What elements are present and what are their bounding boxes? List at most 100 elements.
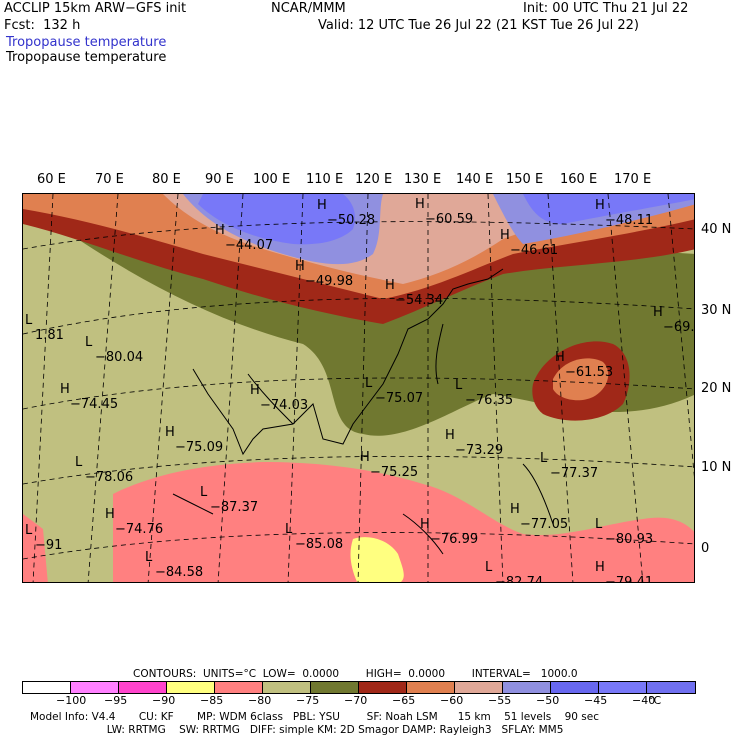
colorbar-swatch <box>407 682 455 693</box>
marker-value: −74.45 <box>70 397 118 412</box>
marker-type: L <box>540 451 548 466</box>
marker-type: L <box>595 517 603 532</box>
lon-label: 140 E <box>456 172 494 187</box>
marker-type: L <box>25 523 33 538</box>
colorbar-swatch <box>71 682 119 693</box>
marker-value: −60.59 <box>425 212 473 227</box>
marker-type: L <box>25 313 33 328</box>
pressure-extreme-marker: H−48.11 <box>595 198 653 228</box>
marker-value: −77.05 <box>520 517 568 532</box>
colorbar-swatch <box>167 682 215 693</box>
marker-value: −61.53 <box>565 365 613 380</box>
band-minus75-patch <box>23 284 275 444</box>
marker-value: −87.37 <box>210 500 258 515</box>
band-minus80-west <box>23 514 48 582</box>
marker-type: H <box>360 450 370 465</box>
pressure-extreme-marker: L−87.37 <box>200 485 258 515</box>
marker-type: L <box>200 485 208 500</box>
lat-label: 10 N <box>701 460 732 475</box>
marker-value: −48.11 <box>605 213 653 228</box>
pressure-extreme-marker: H−79.41 <box>595 560 653 582</box>
marker-value: −82.74 <box>495 575 543 583</box>
pressure-extreme-marker: L−82.74 <box>485 560 543 583</box>
colorbar-label: −95 <box>104 694 128 707</box>
pressure-extreme-marker: H−50.28 <box>317 198 375 228</box>
marker-type: L <box>75 455 83 470</box>
lon-label: 170 E <box>614 172 652 187</box>
colorbar <box>22 681 696 694</box>
colorbar-label: −75 <box>296 694 320 707</box>
lon-label: 110 E <box>306 172 344 187</box>
marker-type: L <box>85 335 93 350</box>
organization: NCAR/MMM <box>271 1 346 16</box>
marker-type: L <box>145 550 153 565</box>
colorbar-label: −100 <box>56 694 87 707</box>
pressure-extreme-marker: H−46.61 <box>500 228 558 258</box>
colorbar-swatch <box>311 682 359 693</box>
marker-value: −80.93 <box>605 532 653 547</box>
marker-type: H <box>385 278 395 293</box>
pressure-extreme-marker: H−74.03 <box>250 383 308 413</box>
cyclone-core-minus60 <box>553 358 609 401</box>
marker-type: H <box>105 507 115 522</box>
marker-value: −74.03 <box>260 398 308 413</box>
colorbar-label: −65 <box>392 694 416 707</box>
pressure-extreme-marker: H−75.25 <box>360 450 418 480</box>
colorbar-swatch <box>599 682 647 693</box>
marker-value: −76.99 <box>430 532 478 547</box>
marker-value: −75.09 <box>175 440 223 455</box>
pressure-extreme-marker: H−73.29 <box>445 428 503 458</box>
lon-label: 60 E <box>37 172 66 187</box>
lat-label: 0 <box>701 541 710 556</box>
marker-value: −75.07 <box>375 391 423 406</box>
marker-value: −80.04 <box>95 350 143 365</box>
marker-type: L <box>455 378 463 393</box>
lon-label: 150 E <box>506 172 544 187</box>
marker-type: H <box>555 350 565 365</box>
lon-label: 120 E <box>355 172 393 187</box>
lat-label: 30 N <box>701 303 732 318</box>
colorbar-label: −90 <box>152 694 176 707</box>
band-minus45-east <box>523 194 694 224</box>
pressure-extreme-marker: H−77.05 <box>510 502 568 532</box>
contour-info: CONTOURS: UNITS=°C LOW= 0.0000 HIGH= 0.0… <box>133 668 578 680</box>
pressure-extreme-marker: L−91 <box>25 523 62 553</box>
marker-value: −76.35 <box>465 393 513 408</box>
lon-label: 90 E <box>205 172 234 187</box>
marker-type: H <box>595 198 605 213</box>
marker-value: −44.07 <box>225 238 273 253</box>
marker-value: −84.58 <box>155 565 203 580</box>
pressure-extreme-marker: H−69.8 <box>653 305 695 335</box>
pressure-extreme-marker: L−80.04 <box>85 335 143 365</box>
marker-value: −74.76 <box>115 522 163 537</box>
marker-type: H <box>595 560 605 575</box>
colorbar-swatch <box>647 682 695 693</box>
pressure-extreme-marker: L−84.58 <box>145 550 203 580</box>
marker-value: −78.06 <box>85 470 133 485</box>
filled-field-title: Tropopause temperature <box>6 35 167 50</box>
model-info-row1: Model Info: V4.4 CU: KF MP: WDM 6class P… <box>30 711 599 723</box>
lon-label: 100 E <box>253 172 291 187</box>
colorbar-swatch <box>263 682 311 693</box>
marker-value: −46.61 <box>510 243 558 258</box>
marker-type: H <box>653 305 663 320</box>
lon-label: 130 E <box>404 172 442 187</box>
pressure-extreme-marker: L1.81 <box>25 313 64 343</box>
model-title: ACCLIP 15km ARW−GFS init <box>4 1 187 16</box>
marker-value: −54.34 <box>395 293 443 308</box>
marker-type: H <box>250 383 260 398</box>
marker-value: −69.8 <box>663 320 695 335</box>
model-info-row2: LW: RRTMG SW: RRTMG DIFF: simple KM: 2D … <box>30 724 564 736</box>
lon-label: 70 E <box>95 172 124 187</box>
colorbar-swatch <box>551 682 599 693</box>
pressure-extreme-marker: H−76.99 <box>420 517 478 547</box>
pressure-extreme-marker: H−74.45 <box>60 382 118 412</box>
marker-value: −75.25 <box>370 465 418 480</box>
pressure-extreme-marker: L−77.37 <box>540 451 598 481</box>
colorbar-swatch <box>359 682 407 693</box>
pressure-extreme-marker: H−61.53 <box>555 350 613 380</box>
marker-type: H <box>445 428 455 443</box>
band-minus85 <box>350 537 404 582</box>
colorbar-label: −60 <box>440 694 464 707</box>
pressure-extreme-marker: H−60.59 <box>415 197 473 227</box>
